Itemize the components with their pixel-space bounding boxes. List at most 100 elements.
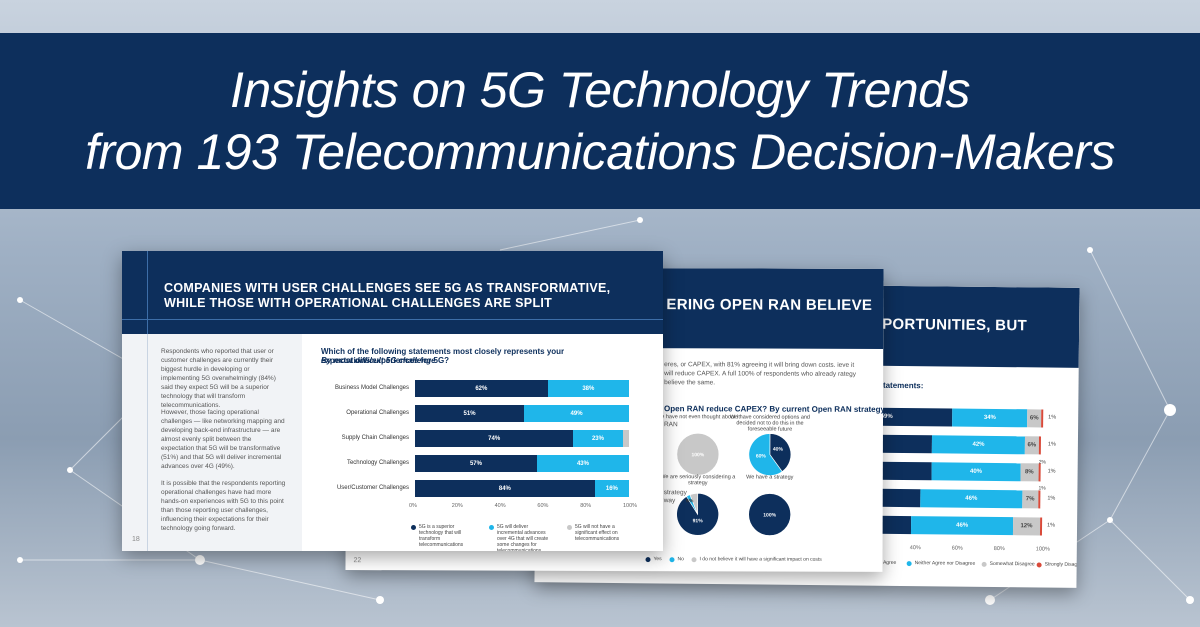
axis-tick: 40% [494,503,506,509]
legend-item: Somewhat Disagree [981,561,1035,567]
bar-segment [622,430,629,447]
bar-segment: 6% [1025,436,1039,455]
legend-swatch [567,525,572,530]
legend-swatch [669,557,675,563]
bar-segment [1039,517,1043,536]
bar-segment [1038,436,1041,455]
legend-swatch [691,557,697,563]
bar-segment [1040,409,1044,428]
legend-swatch [645,557,651,563]
bar-segment [1038,463,1041,482]
legend-item: 5G is a superior technology that will tr… [411,524,473,548]
legend-swatch [981,561,987,567]
chart-subtitle: By most difficult 5G challenge [321,356,436,365]
pie-slice [748,493,791,536]
legend-label: No [677,556,684,563]
page-body-text: eres, or CAPEX, with 81% agreeing it wil… [664,361,857,387]
bar-segment: 84% [415,480,595,497]
legend-item: Yes [645,556,662,563]
table-row: 84% 16% [415,480,629,497]
chart-question: Which of the following statements most c… [321,347,565,365]
bar-value-label: 1% [1038,485,1046,492]
table-row: 51% 49% [415,405,629,422]
pie-value-label: 91% [693,518,704,524]
report-page-middle: ERING OPEN RAN BELIEVE eres, or CAPEX, w… [345,267,884,572]
pie-chart: 91% 6% [676,492,719,536]
axis-tick: 100% [1035,546,1050,553]
sidebar-panel [122,334,302,551]
bar-segment: 46% [910,516,1014,536]
bar-segment: 23% [573,430,623,447]
legend-item: Strongly Disagree [1036,561,1080,568]
legend-label: Neither Agree nor Disagree [914,560,976,567]
legend-label: 5G will deliver incremental advances ove… [497,524,549,551]
bar-segment: 6% [1027,409,1042,428]
pie-slice [769,433,792,472]
bar-segment: 46% [920,489,1023,509]
report-page-front: COMPANIES WITH USER CHALLENGES SEE 5G AS… [122,251,663,551]
paragraph-1: Respondents who reported that user or cu… [161,348,276,409]
paragraph-3: It is possible that the respondents repo… [161,480,286,532]
axis-tick: 0% [409,503,417,509]
header-rule [122,319,663,320]
legend-item: 5G will deliver incremental advances ove… [489,524,551,551]
page-title-line-1: COMPANIES WITH USER CHALLENGES SEE 5G AS… [164,281,611,295]
pie-value-label: 40% [773,447,784,453]
bar-segment [1037,490,1041,509]
axis-tick: 20% [451,503,463,509]
category-label: Business Model Challenges [334,385,409,391]
page-number: 18 [132,536,140,543]
category-label: Supply Chain Challenges [341,435,409,441]
legend-item: No [669,556,684,563]
bar-segment: 74% [415,430,574,447]
side-label: way [663,497,676,505]
margin-rule [147,334,148,551]
legend-swatch [1036,562,1042,568]
pie-charts: We have not even thought about it 100% We … [347,267,884,536]
bar-value-label: 1% [1047,441,1056,448]
axis-tick: 60% [951,545,963,552]
pie-value-label: 6% [686,498,694,504]
table-row: 57% 43% [415,455,629,472]
header-rule [147,251,148,334]
legend-label: 5G will not have a significant effect on… [575,524,620,542]
axis-tick: 80% [993,545,1005,553]
bar-segment: 42% [931,435,1026,455]
pie-slice [748,433,783,476]
pie-caption: We have a strategy [746,474,794,481]
pie-chart: 40% 60% [748,433,792,476]
category-label: Technology Challenges [346,460,409,466]
bar-segment: 8% [1020,463,1039,482]
bar-segment: 7% [1022,490,1038,509]
bar-segment: 12% [1013,517,1040,536]
title-banner: Insights on 5G Technology Trends from 19… [0,33,1200,209]
pie-slice [676,432,720,476]
bar-segment: 62% [415,380,548,397]
legend-label: I do not believe it will have a signific… [699,556,822,563]
page-title-line-2: WHILE THOSE WITH OPERATIONAL CHALLENGES … [164,296,553,310]
paragraph-2: However, those facing operational challe… [161,409,285,470]
pie-value-label: 100% [763,513,776,519]
table-row: 62% 38% [415,380,629,397]
category-label: Operational Challenges [346,410,409,416]
page-header: COMPANIES WITH USER CHALLENGES SEE 5G AS… [122,251,663,334]
legend-label: Strongly Disagree [1044,561,1080,568]
bar-value-label: 1% [1047,522,1056,529]
legend-swatch [489,525,494,530]
pie-value-label: 100% [691,452,704,458]
pie-value-label: 60% [756,453,767,459]
legend-swatch [906,561,912,567]
legend-swatch [411,525,416,530]
bar-segment: 38% [547,380,629,397]
banner-title-line-1: Insights on 5G Technology Trends [229,62,971,118]
table-row: 74% 23% [415,430,629,447]
axis-tick: 80% [580,503,592,509]
page-number: 22 [353,557,362,565]
legend-label: Yes [653,556,662,563]
pie-chart: 100% [676,432,720,476]
axis-tick: 60% [537,503,549,509]
bar-segment: 16% [594,480,629,497]
legend-item: I do not believe it will have a signific… [691,556,822,563]
bar-segment: 57% [415,455,537,472]
pie-caption: We have considered options and decided n… [729,414,811,433]
